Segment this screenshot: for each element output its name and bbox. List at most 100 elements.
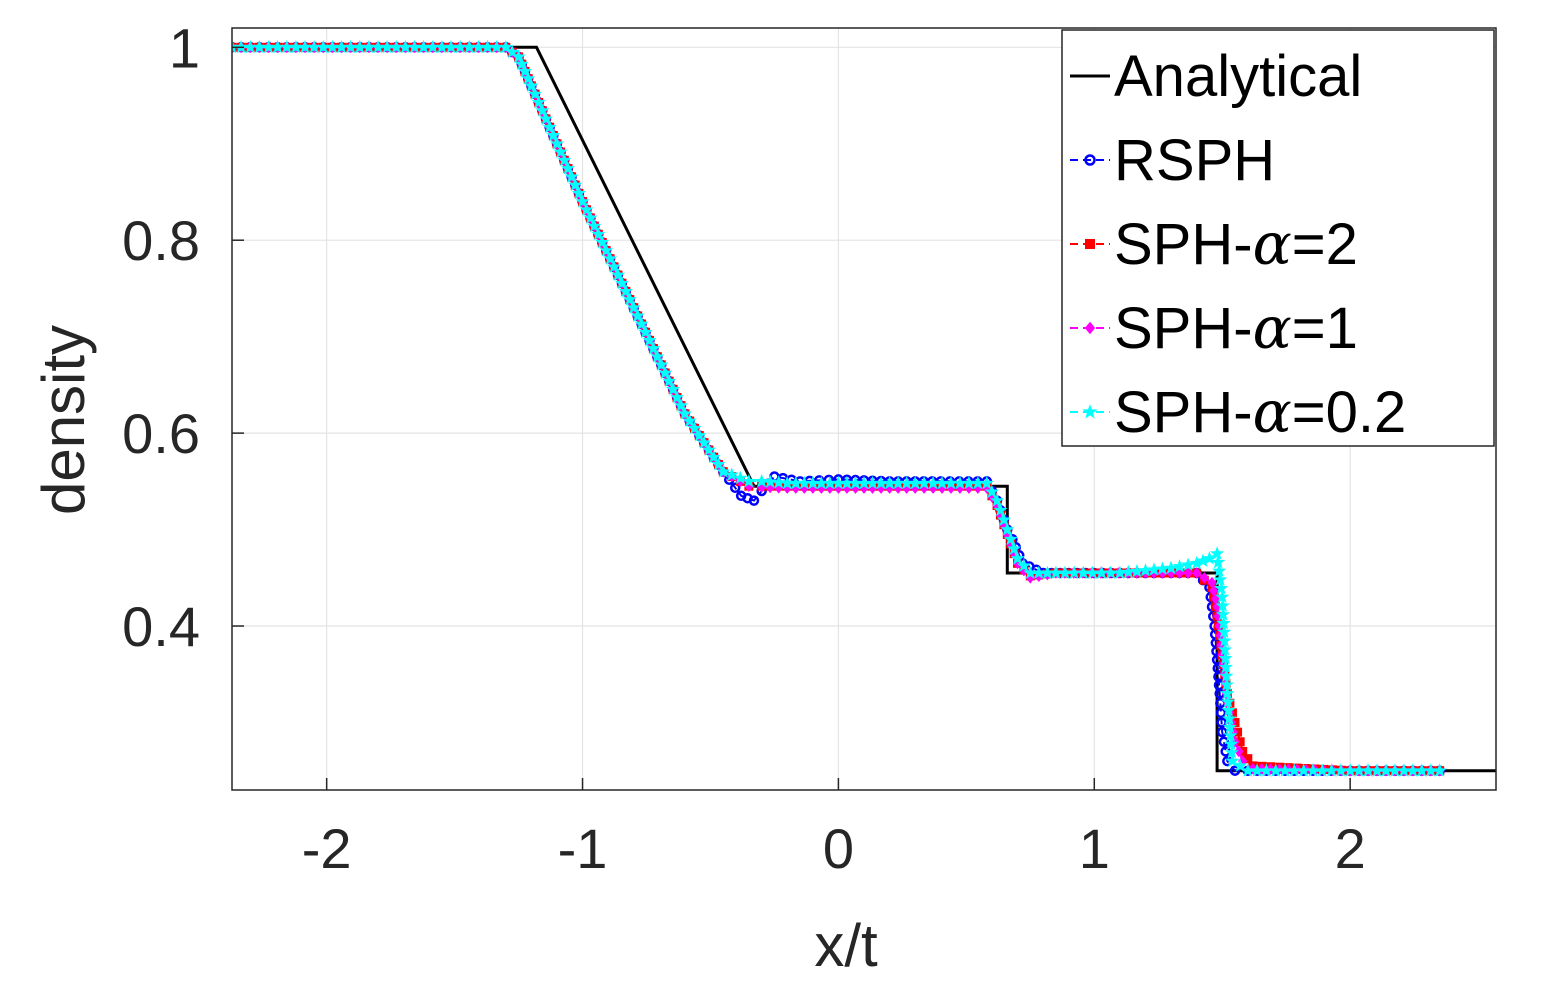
data-point [542, 119, 557, 134]
legend-label-alpha-value: =2 [1292, 212, 1358, 277]
data-point [1085, 239, 1095, 249]
data-point [1082, 404, 1098, 419]
data-point [692, 428, 707, 442]
legend-label: SPH-α=1 [1114, 294, 1358, 362]
data-point [610, 267, 626, 282]
data-point [748, 495, 760, 506]
data-point [549, 136, 565, 150]
data-point [553, 144, 568, 159]
data-point [989, 493, 1005, 507]
data-point [622, 292, 637, 306]
data-point [687, 420, 702, 435]
data-point [1221, 702, 1236, 717]
data-point [979, 475, 994, 490]
data-point [1210, 546, 1225, 560]
data-point [1220, 694, 1236, 708]
legend-label-prefix: Analytical [1114, 44, 1362, 109]
data-point [603, 251, 618, 265]
legend-label-prefix: SPH- [1114, 380, 1253, 445]
data-point [498, 39, 513, 54]
alpha-symbol: α [1253, 210, 1292, 278]
plot-frame [231, 27, 1497, 791]
legend-label: Analytical [1114, 44, 1362, 109]
data-point [658, 365, 673, 380]
data-point [531, 94, 546, 109]
data-point [673, 398, 689, 412]
data-point [595, 234, 610, 249]
data-point [1211, 555, 1226, 569]
data-point [1223, 728, 1238, 742]
data-point [618, 283, 633, 298]
data-point [524, 78, 539, 92]
data-point [1010, 551, 1025, 565]
data-point [1220, 686, 1235, 700]
data-point [650, 349, 665, 363]
y-tick-label: 0.6 [122, 402, 200, 465]
data-point [591, 226, 606, 241]
data-point [505, 44, 520, 59]
legend-box [1061, 29, 1495, 447]
x-tick-label: -2 [302, 817, 352, 880]
data-point [557, 152, 572, 167]
legend-label-alpha-value: =0.2 [1292, 380, 1407, 445]
data-point [1229, 765, 1241, 776]
data-point [724, 467, 739, 481]
data-point [638, 324, 653, 339]
legend-entry: Analytical [1070, 44, 1362, 109]
data-point [1216, 615, 1231, 630]
x-axis-ticks: -2 -1 0 1 2 [302, 778, 1366, 880]
data-point [560, 161, 575, 175]
x-tick-label: -1 [558, 817, 608, 880]
data-point [984, 484, 999, 498]
data-point [754, 473, 769, 488]
alpha-symbol: α [1253, 294, 1292, 362]
data-point [1218, 659, 1233, 674]
data-point [1000, 522, 1015, 536]
y-axis-ticks: 0.4 0.6 0.8 1 [122, 16, 244, 658]
data-point [646, 341, 661, 355]
data-point [993, 502, 1008, 517]
data-point [1432, 763, 1447, 777]
data-point [1007, 541, 1022, 555]
data-point [1084, 321, 1096, 335]
y-tick-label: 0.4 [122, 595, 200, 658]
data-point [606, 259, 622, 273]
alpha-symbol: α [1253, 378, 1292, 446]
legend-entry: RSPH [1070, 128, 1275, 193]
y-tick-label: 0.8 [122, 209, 200, 272]
legend-label: RSPH [1114, 128, 1275, 193]
data-point [564, 169, 579, 183]
data-point [1233, 758, 1248, 772]
data-point [1084, 154, 1096, 166]
data-point [662, 373, 677, 388]
data-point [599, 243, 614, 257]
data-point [634, 316, 649, 331]
data-point [535, 103, 550, 117]
data-point [626, 300, 641, 314]
data-point [571, 186, 586, 200]
data-point [666, 381, 681, 396]
data-point [575, 194, 590, 208]
legend-entry: SPH-α=1 [1070, 294, 1358, 362]
data-point [763, 474, 778, 488]
legend-label: SPH-α=2 [1114, 210, 1358, 278]
series-layer [232, 39, 1496, 777]
data-point [579, 202, 594, 216]
x-tick-label: 1 [1079, 817, 1110, 880]
data-point [701, 442, 716, 456]
data-point [1003, 531, 1018, 546]
data-point [1215, 589, 1230, 604]
data-point [1212, 563, 1227, 578]
legend-label-alpha-value: =1 [1292, 296, 1358, 361]
data-point [538, 111, 554, 125]
data-point [1199, 571, 1209, 584]
legend-label: SPH-α=0.2 [1114, 378, 1406, 446]
data-point [741, 473, 756, 488]
data-point [1225, 753, 1240, 768]
data-point [654, 357, 669, 371]
data-point [614, 275, 629, 290]
legend-label-prefix: RSPH [1114, 128, 1275, 193]
data-point [729, 482, 741, 494]
